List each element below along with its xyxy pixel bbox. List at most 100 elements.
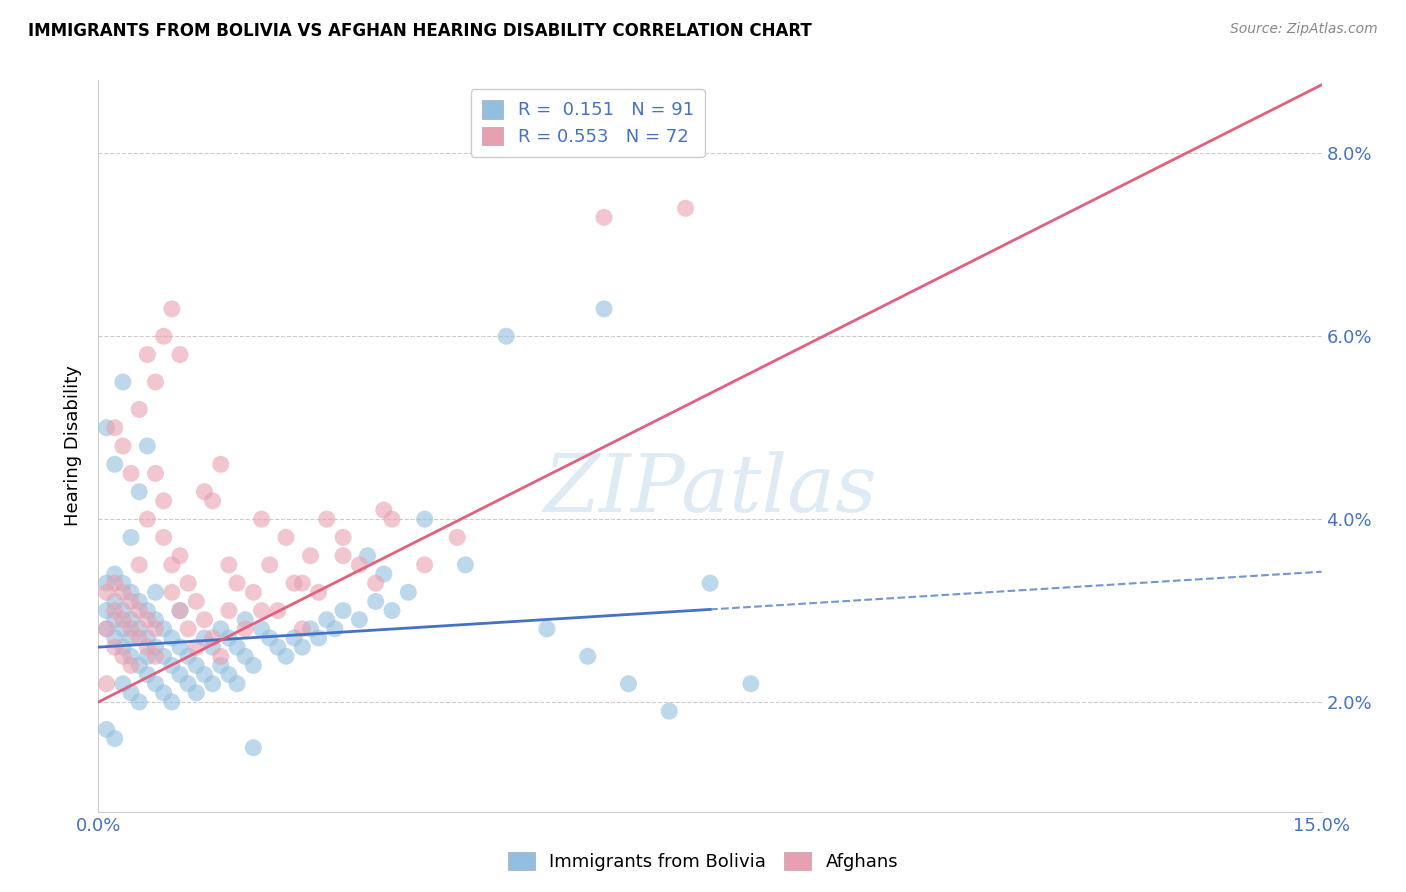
Point [152, 649, 174, 664]
Point [308, 585, 330, 599]
Point [128, 658, 150, 673]
Point [373, 567, 395, 582]
Point [111, 375, 134, 389]
Point [136, 631, 159, 645]
Point [186, 658, 208, 673]
Point [120, 594, 142, 608]
Point [193, 667, 215, 681]
Point [364, 594, 387, 608]
Point [160, 631, 183, 645]
Point [315, 512, 337, 526]
Point [299, 549, 322, 563]
Point [446, 530, 468, 544]
Point [152, 686, 174, 700]
Point [169, 640, 191, 655]
Point [136, 512, 159, 526]
Point [699, 576, 721, 591]
Point [120, 649, 142, 664]
Point [209, 649, 232, 664]
Point [96, 420, 118, 434]
Point [536, 622, 558, 636]
Point [120, 631, 142, 645]
Point [218, 603, 240, 617]
Point [177, 676, 200, 690]
Point [136, 439, 159, 453]
Point [128, 603, 150, 617]
Point [209, 457, 232, 471]
Point [145, 640, 167, 655]
Point [128, 484, 150, 499]
Point [104, 567, 127, 582]
Point [145, 585, 167, 599]
Point [193, 613, 215, 627]
Point [145, 676, 167, 690]
Point [675, 201, 697, 215]
Point [218, 667, 240, 681]
Point [274, 649, 297, 664]
Point [111, 439, 134, 453]
Point [250, 512, 273, 526]
Point [136, 603, 159, 617]
Point [111, 613, 134, 627]
Point [145, 622, 167, 636]
Legend: R =  0.151   N = 91, R = 0.553   N = 72: R = 0.151 N = 91, R = 0.553 N = 72 [471, 89, 704, 157]
Point [209, 658, 232, 673]
Point [160, 695, 183, 709]
Point [381, 512, 404, 526]
Text: ZIPatlas: ZIPatlas [543, 451, 877, 529]
Point [145, 467, 167, 481]
Point [356, 549, 378, 563]
Point [274, 530, 297, 544]
Point [96, 622, 118, 636]
Point [104, 603, 127, 617]
Point [332, 603, 354, 617]
Point [593, 211, 616, 225]
Point [267, 603, 290, 617]
Point [201, 676, 224, 690]
Point [120, 585, 142, 599]
Point [104, 731, 127, 746]
Point [186, 686, 208, 700]
Point [193, 484, 215, 499]
Point [104, 576, 127, 591]
Point [169, 667, 191, 681]
Legend: Immigrants from Bolivia, Afghans: Immigrants from Bolivia, Afghans [501, 846, 905, 879]
Point [218, 558, 240, 572]
Point [193, 631, 215, 645]
Point [308, 631, 330, 645]
Point [96, 676, 118, 690]
Point [169, 603, 191, 617]
Point [658, 704, 681, 718]
Point [145, 649, 167, 664]
Point [120, 467, 142, 481]
Point [111, 649, 134, 664]
Point [128, 558, 150, 572]
Point [120, 686, 142, 700]
Point [136, 649, 159, 664]
Point [104, 631, 127, 645]
Point [96, 622, 118, 636]
Point [111, 603, 134, 617]
Point [111, 585, 134, 599]
Point [291, 640, 314, 655]
Point [111, 622, 134, 636]
Point [96, 603, 118, 617]
Point [617, 676, 640, 690]
Point [169, 603, 191, 617]
Point [299, 622, 322, 636]
Point [104, 613, 127, 627]
Point [576, 649, 599, 664]
Point [177, 649, 200, 664]
Point [104, 594, 127, 608]
Point [233, 622, 256, 636]
Point [291, 622, 314, 636]
Point [218, 631, 240, 645]
Point [104, 457, 127, 471]
Point [96, 576, 118, 591]
Point [495, 329, 517, 343]
Text: Source: ZipAtlas.com: Source: ZipAtlas.com [1230, 22, 1378, 37]
Point [315, 613, 337, 627]
Point [186, 640, 208, 655]
Point [291, 576, 314, 591]
Point [120, 622, 142, 636]
